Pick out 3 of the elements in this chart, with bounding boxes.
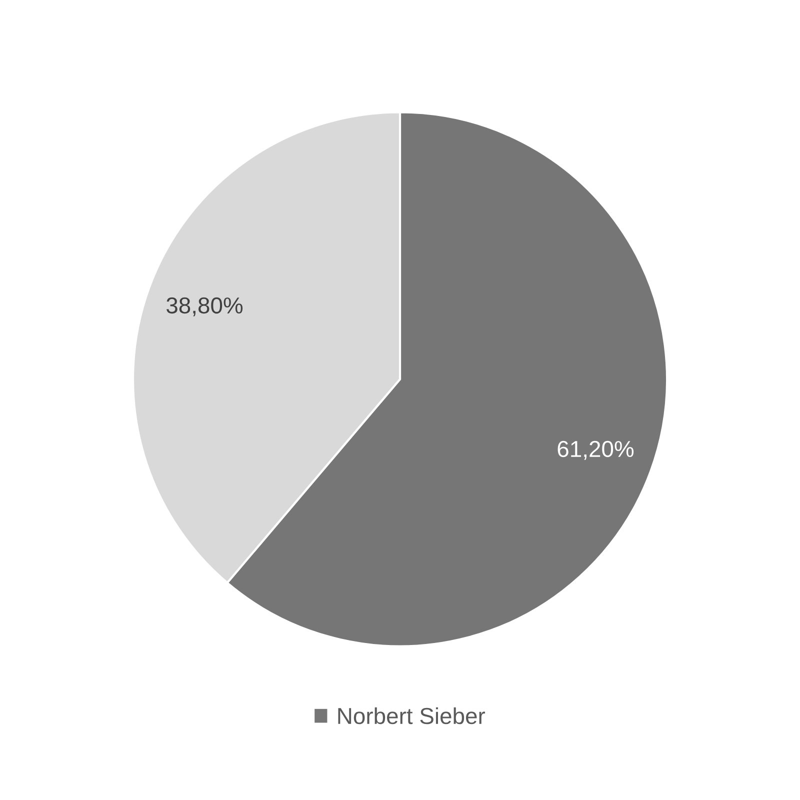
data-label: 61,20% [558, 440, 634, 460]
data-label: 38,80% [166, 297, 243, 316]
legend-label: Norbert Sieber [338, 707, 486, 724]
